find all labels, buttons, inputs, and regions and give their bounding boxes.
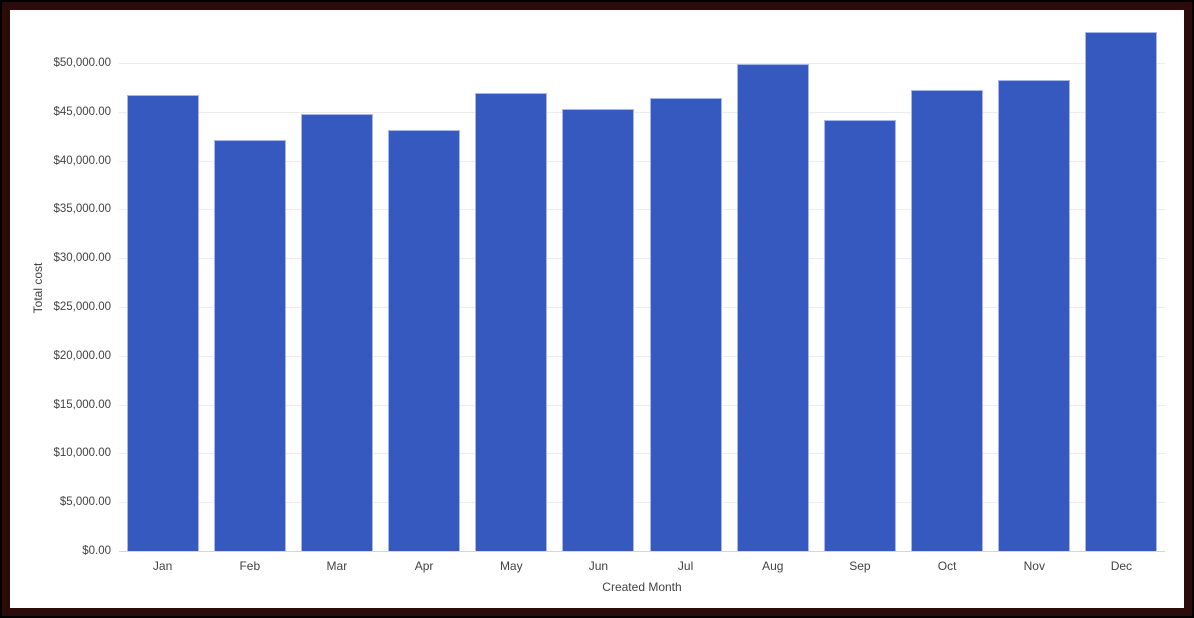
gridline	[119, 63, 1165, 64]
bar-jan[interactable]	[126, 95, 199, 551]
y-tick-label: $5,000.00	[59, 496, 111, 508]
x-tick-label: Oct	[937, 559, 957, 573]
bar-nov[interactable]	[998, 79, 1071, 551]
x-tick-label: Sep	[849, 559, 871, 573]
gridline	[119, 209, 1165, 210]
gridline	[119, 258, 1165, 259]
y-tick-label: $20,000.00	[53, 350, 111, 362]
y-tick-label: $15,000.00	[53, 399, 111, 411]
x-axis-title: Created Month	[602, 580, 682, 594]
bar-sep[interactable]	[823, 119, 896, 551]
x-tick-label: Apr	[414, 559, 434, 573]
gridline	[119, 161, 1165, 162]
baseline	[119, 551, 1165, 552]
y-tick-label: $50,000.00	[53, 57, 111, 69]
bar-feb[interactable]	[213, 140, 286, 551]
x-tick-label: May	[499, 559, 523, 573]
gridline	[119, 356, 1165, 357]
gridline	[119, 307, 1165, 308]
bar-jun[interactable]	[562, 108, 635, 551]
bar-aug[interactable]	[736, 64, 809, 551]
gridline	[119, 502, 1165, 503]
y-tick-label: $35,000.00	[53, 203, 111, 215]
gridline	[119, 112, 1165, 113]
y-tick-label: $0.00	[82, 545, 111, 557]
gridline	[119, 453, 1165, 454]
y-axis-title: Total cost	[31, 262, 45, 313]
bar-chart: Total cost $0.00 $5,000.00 $10,000.00 $15,0…	[10, 10, 1184, 608]
x-tick-label: Mar	[326, 559, 348, 573]
x-tick-label: Feb	[239, 559, 261, 573]
y-tick-label: $30,000.00	[53, 252, 111, 264]
bar-apr[interactable]	[388, 130, 461, 551]
x-tick-label: Nov	[1023, 559, 1045, 573]
y-tick-label: $40,000.00	[53, 155, 111, 167]
bar-jul[interactable]	[649, 98, 722, 551]
bar-may[interactable]	[475, 93, 548, 551]
y-tick-label: $25,000.00	[53, 301, 111, 313]
y-tick-label: $10,000.00	[53, 447, 111, 459]
x-tick-label: Jan	[152, 559, 173, 573]
y-tick-label: $45,000.00	[53, 106, 111, 118]
gridline	[119, 405, 1165, 406]
x-tick-label: Jun	[588, 559, 609, 573]
bar-oct[interactable]	[911, 90, 984, 551]
bar-mar[interactable]	[300, 113, 373, 551]
bar-dec[interactable]	[1085, 31, 1158, 551]
x-tick-label: Dec	[1110, 559, 1133, 573]
x-tick-label: Jul	[677, 559, 694, 573]
x-tick-label: Aug	[762, 559, 784, 573]
